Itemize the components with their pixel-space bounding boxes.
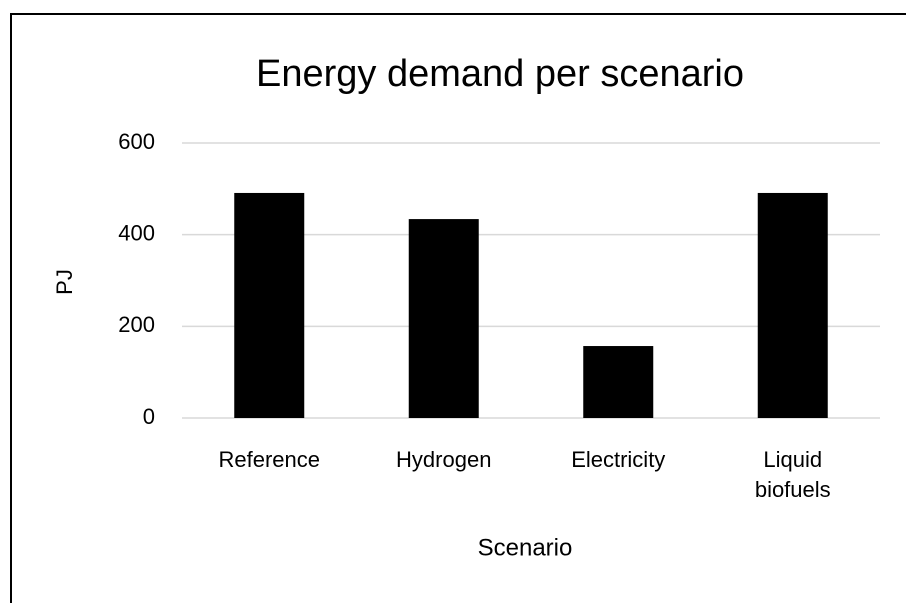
y-tick-label: 0 — [143, 404, 155, 429]
chart-title: Energy demand per scenario — [256, 53, 744, 95]
bar — [583, 346, 654, 418]
y-tick-label: 600 — [118, 129, 155, 154]
bar — [234, 192, 305, 418]
x-tick-label: Electricity — [571, 447, 666, 472]
bar — [757, 192, 828, 418]
y-axis-title: PJ — [52, 269, 77, 295]
bar — [408, 219, 479, 418]
chart-border — [10, 13, 906, 603]
x-tick-label: Reference — [218, 447, 320, 472]
y-tick-label: 400 — [118, 220, 155, 245]
y-tick-label: 200 — [118, 312, 155, 337]
x-tick-label: Liquid biofuels — [754, 447, 831, 502]
x-tick-label: Hydrogen — [396, 447, 492, 472]
x-axis-title: Scenario — [478, 534, 573, 561]
